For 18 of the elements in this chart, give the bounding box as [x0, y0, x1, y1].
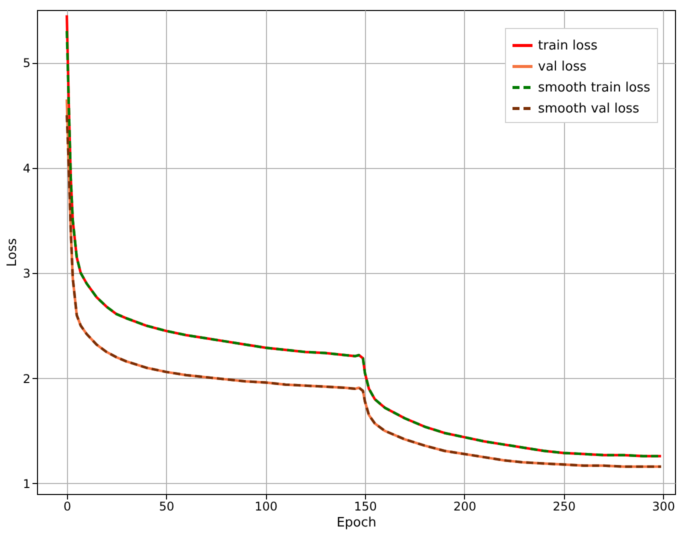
- x-tick-label: 200: [453, 500, 476, 514]
- y-tick-label: 1: [22, 476, 30, 491]
- y-axis-title: Loss: [4, 238, 20, 267]
- y-tick-label: 3: [22, 266, 30, 281]
- legend-label: train loss: [538, 38, 598, 54]
- x-tick-label: 50: [159, 500, 174, 514]
- x-tick-label: 300: [652, 500, 676, 514]
- y-tick-label: 2: [22, 372, 30, 386]
- x-axis-title: Epoch: [336, 516, 376, 530]
- legend-label: smooth val loss: [538, 102, 640, 116]
- x-tick-label: 0: [63, 500, 72, 514]
- y-tick-label: 5: [22, 56, 30, 70]
- x-tick-label: 150: [354, 500, 377, 514]
- x-tick-label: 250: [552, 500, 576, 514]
- legend-label: val loss: [538, 60, 587, 74]
- y-tick-label: 4: [22, 161, 30, 176]
- legend-label: smooth train loss: [538, 80, 651, 96]
- x-tick-label: 100: [254, 500, 278, 514]
